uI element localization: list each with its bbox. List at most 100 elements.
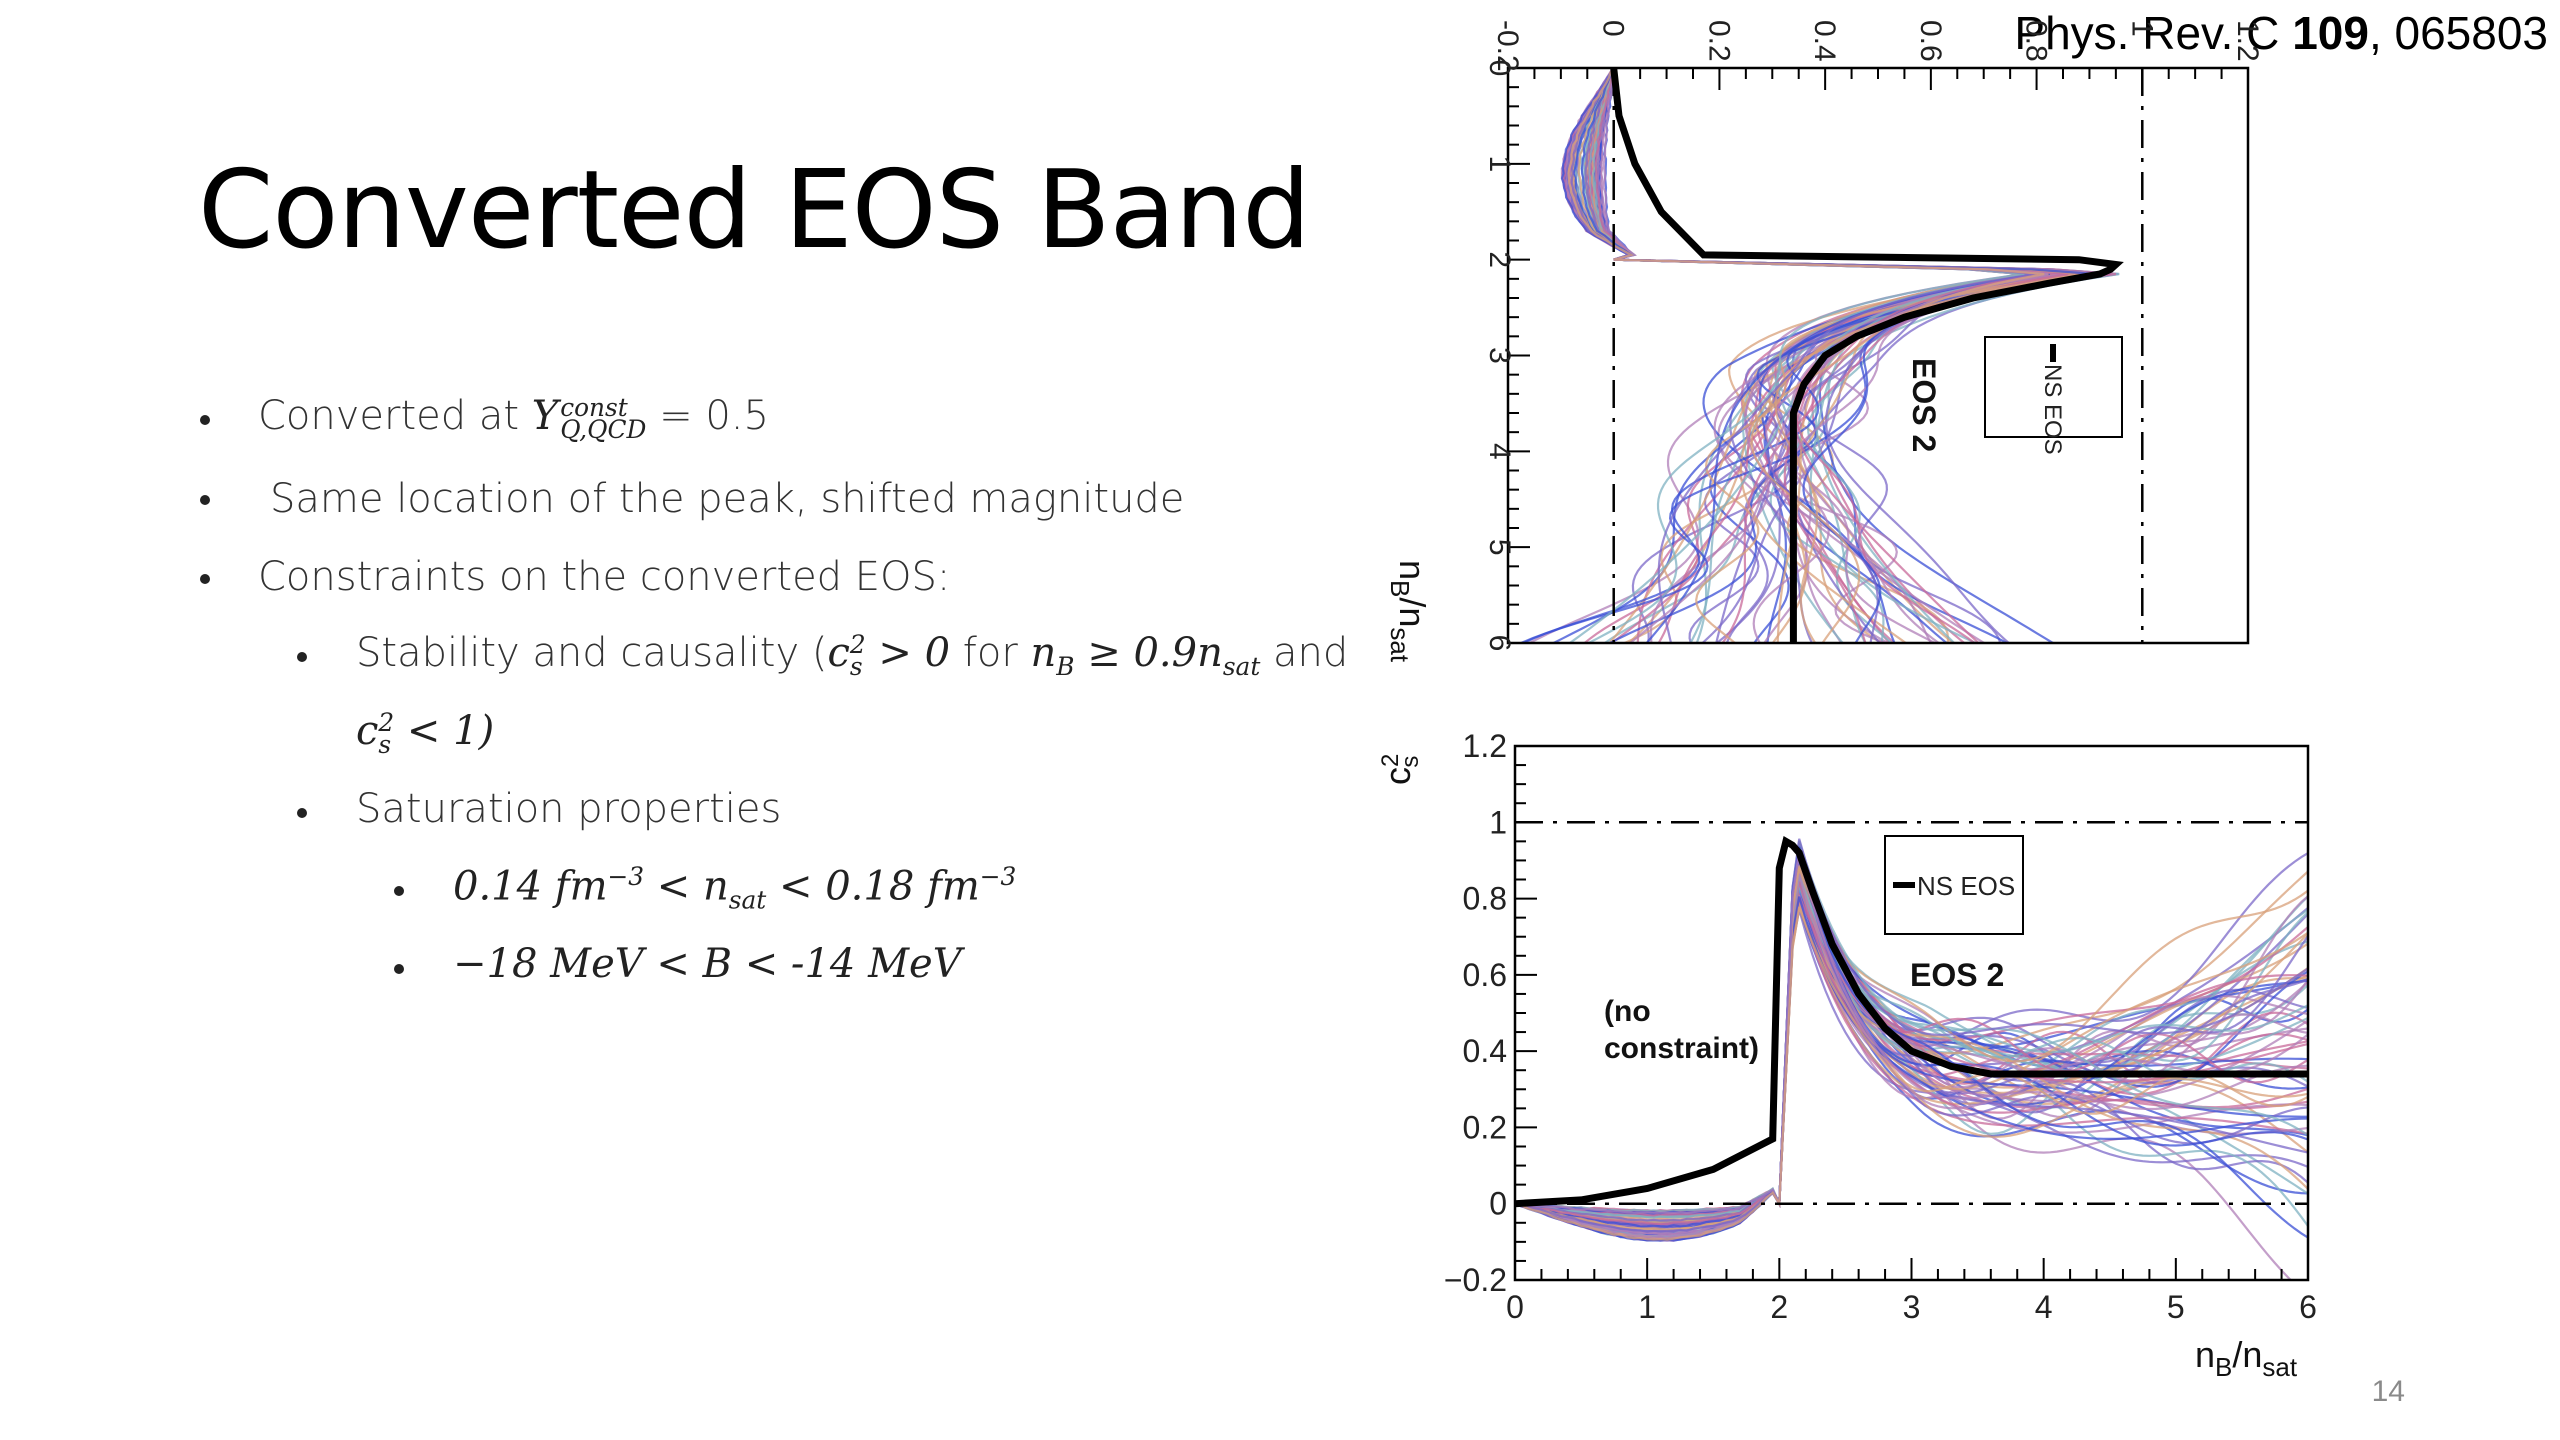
band-curve: [1515, 896, 2308, 1242]
band-curve: [1603, 68, 2107, 643]
band-curve: [1515, 883, 2308, 1236]
band-curve: [1515, 882, 2308, 1218]
band-curve: [1565, 68, 2037, 643]
x-tick-label: 1: [1638, 1289, 1656, 1325]
y-tick-label: 0.6: [1463, 957, 1507, 993]
band-curve: [1515, 852, 2308, 1239]
y-tick-label: 1.2: [1463, 728, 1507, 764]
bottom-ns-eos-line: [1514, 836, 2308, 1208]
band-curve: [1583, 68, 2027, 643]
band-curve: [1593, 68, 2117, 643]
band-curve: [1574, 68, 2119, 643]
band-curve: [1515, 874, 2308, 1223]
y-tick-label: 1: [1489, 804, 1507, 840]
top-chart-frame: [1506, 66, 2250, 645]
band-curve: [1577, 68, 2100, 643]
band-curve: [1515, 892, 2308, 1213]
band-curve: [1515, 840, 2308, 1215]
band-curve: [1515, 840, 2308, 1213]
band-curve: [1515, 897, 2308, 1223]
band-curve: [1515, 849, 2308, 1227]
band-curve: [1515, 850, 2308, 1222]
band-curve: [1594, 68, 2039, 643]
band-curve: [1515, 861, 2308, 1225]
band-curve: [1515, 902, 2308, 1242]
band-curve: [1583, 68, 2107, 643]
band-curve: [1560, 68, 2040, 643]
band-curve: [1515, 873, 2308, 1242]
band-curve: [1597, 68, 2050, 643]
bullet-dot: [297, 808, 307, 818]
bullet-dot: [394, 964, 404, 974]
band-curve: [1553, 68, 2096, 643]
x-axis-label: nB/nsat: [2195, 1334, 2298, 1382]
y-tick-label: 0.2: [1702, 20, 1735, 62]
band-curve: [1564, 68, 2050, 643]
band-curve: [1515, 905, 2308, 1236]
bottom-band-curves: [1515, 838, 2308, 1280]
band-curve: [1567, 68, 2065, 643]
band-curve: [1515, 854, 2308, 1224]
x-tick-label: 4: [1483, 443, 1516, 460]
x-tick-label: 0: [1506, 1289, 1524, 1325]
band-curve: [1588, 68, 2109, 643]
band-curve: [1515, 842, 2308, 1219]
band-curve: [1515, 873, 2308, 1233]
band-curve: [1583, 68, 2025, 643]
band-curve: [1523, 68, 2037, 643]
band-curve: [1515, 877, 2308, 1233]
annotation-constraint: constraint): [1604, 1032, 1759, 1065]
x-tick-label: 1: [1483, 155, 1516, 172]
band-curve: [1515, 846, 2308, 1238]
band-curve: [1589, 68, 2092, 643]
band-curve: [1566, 68, 2100, 643]
band-curve: [1602, 68, 2049, 643]
band-curve: [1520, 68, 2097, 643]
band-curve: [1577, 68, 2106, 643]
citation-volume: 109: [2292, 7, 2369, 59]
bullet-dot: [394, 886, 404, 896]
band-curve: [1515, 869, 2308, 1224]
band-curve: [1567, 68, 2045, 643]
y-tick-label: 0.4: [1463, 1033, 1507, 1069]
bullet-nsat-range: 0.14 fm−3 < nsat < 0.18 fm−3: [453, 862, 1017, 915]
band-curve: [1571, 68, 2095, 643]
band-curve: [1563, 68, 2092, 643]
band-curve: [1587, 68, 2022, 643]
band-curve: [1515, 884, 2308, 1230]
band-curve: [1515, 868, 2308, 1224]
bullet-dot: [200, 415, 210, 425]
band-curve: [1598, 68, 2033, 643]
bullet-dot: [200, 574, 210, 584]
band-curve: [1586, 68, 2026, 643]
band-curve: [1569, 68, 2104, 643]
band-curve: [1515, 845, 2308, 1218]
band-curve: [1515, 898, 2308, 1229]
annotation-eos2: EOS 2: [1910, 957, 2004, 993]
band-curve: [1596, 68, 2043, 643]
plot-border: [1506, 66, 2250, 645]
band-curve: [1583, 68, 2082, 643]
y-axis-label: c2s: [1377, 754, 1424, 785]
band-curve: [1515, 906, 2308, 1241]
legend-label: NS EOS: [1917, 871, 2015, 901]
band-curve: [1515, 838, 2308, 1233]
band-curve: [1596, 68, 2107, 643]
top-ns-eos-line: [1610, 67, 2124, 643]
band-curve: [1515, 841, 2308, 1235]
x-tick-label: 2: [1483, 251, 1516, 268]
band-curve: [1515, 872, 2308, 1240]
slide-title: Converted EOS Band: [198, 148, 1311, 273]
band-curve: [1599, 68, 2094, 643]
band-curve: [1566, 68, 2026, 643]
band-curve: [1569, 68, 2037, 643]
citation-journal: Phys. Rev. C: [2014, 7, 2293, 59]
annotation-no: (no: [1604, 995, 1651, 1028]
band-curve: [1564, 68, 2109, 643]
band-curve: [1515, 846, 2308, 1239]
band-curve: [1515, 860, 2308, 1213]
legend-box: [1984, 336, 2123, 438]
bullet-dot: [200, 495, 210, 505]
band-curve: [1515, 901, 2308, 1216]
